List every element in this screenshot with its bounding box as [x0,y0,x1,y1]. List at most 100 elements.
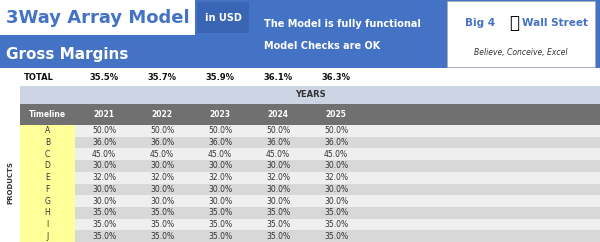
Text: 2021: 2021 [94,110,115,119]
Bar [20,195,75,207]
Text: in USD: in USD [205,13,241,23]
Bar [20,148,600,160]
Text: 45.0%: 45.0% [324,150,348,159]
Text: 35.0%: 35.0% [150,232,174,241]
Text: 35.0%: 35.0% [324,208,348,217]
Text: 50.0%: 50.0% [208,126,232,135]
Bar [0,0,195,35]
Bar [20,219,600,230]
Text: 🦅: 🦅 [509,14,518,32]
Text: 3Way Array Model: 3Way Array Model [6,9,190,27]
Text: 36.0%: 36.0% [208,138,232,147]
Text: PRODUCTS: PRODUCTS [7,161,13,204]
Text: 45.0%: 45.0% [150,150,174,159]
Text: 50.0%: 50.0% [92,126,116,135]
Text: 35.0%: 35.0% [208,208,232,217]
Text: 30.0%: 30.0% [324,185,348,194]
Text: 35.0%: 35.0% [324,232,348,241]
Text: 32.0%: 32.0% [324,173,348,182]
Text: 30.0%: 30.0% [266,197,290,205]
Text: 30.0%: 30.0% [266,161,290,170]
Text: 32.0%: 32.0% [150,173,174,182]
Text: 30.0%: 30.0% [208,161,232,170]
Text: 35.0%: 35.0% [208,220,232,229]
Text: 2024: 2024 [268,110,289,119]
Text: 35.0%: 35.0% [266,220,290,229]
Bar [20,148,75,160]
Text: 36.0%: 36.0% [150,138,174,147]
Text: YEARS: YEARS [295,91,325,99]
Text: E: E [45,173,50,182]
Bar [20,183,600,195]
Bar [20,125,600,137]
Text: J: J [46,232,49,241]
Bar [20,230,75,242]
Text: 35.0%: 35.0% [266,232,290,241]
Bar [20,183,75,195]
Text: F: F [46,185,50,194]
Text: G: G [44,197,50,205]
Text: 30.0%: 30.0% [150,161,174,170]
Bar [20,125,75,137]
Text: 45.0%: 45.0% [266,150,290,159]
Bar [197,2,249,33]
Text: 36.0%: 36.0% [324,138,348,147]
Bar [20,230,600,242]
Bar [20,172,600,183]
Text: 35.0%: 35.0% [208,232,232,241]
Bar [20,160,600,172]
Bar [20,104,600,125]
Text: H: H [44,208,50,217]
Text: 45.0%: 45.0% [208,150,232,159]
Text: 36.0%: 36.0% [266,138,290,147]
Bar [20,195,600,207]
Text: I: I [46,220,49,229]
Bar [20,137,75,148]
Text: Timeline: Timeline [29,110,66,119]
Bar [20,137,600,148]
Bar [447,1,595,67]
Text: Wall Street: Wall Street [522,18,588,28]
Bar [20,86,600,104]
Text: The Model is fully functional: The Model is fully functional [264,19,421,29]
Text: 35.0%: 35.0% [324,220,348,229]
Bar [20,207,75,219]
Text: 35.0%: 35.0% [92,208,116,217]
Text: 2025: 2025 [326,110,346,119]
Text: Gross Margins: Gross Margins [6,47,128,62]
Text: 35.0%: 35.0% [92,220,116,229]
Bar [20,172,75,183]
Text: Model Checks are OK: Model Checks are OK [264,41,380,51]
Bar [20,219,75,230]
Text: 30.0%: 30.0% [324,161,348,170]
Text: 35.7%: 35.7% [148,73,176,82]
Text: 2023: 2023 [209,110,230,119]
Text: 35.0%: 35.0% [92,232,116,241]
Text: 35.0%: 35.0% [150,208,174,217]
Text: Big 4: Big 4 [464,18,494,28]
Text: 32.0%: 32.0% [266,173,290,182]
Text: 2022: 2022 [151,110,173,119]
Text: 30.0%: 30.0% [208,197,232,205]
Text: A: A [45,126,50,135]
Text: 36.3%: 36.3% [322,73,350,82]
Text: TOTAL: TOTAL [24,73,54,82]
Text: 30.0%: 30.0% [150,197,174,205]
Text: 45.0%: 45.0% [92,150,116,159]
Text: C: C [45,150,50,159]
Text: 36.1%: 36.1% [263,73,293,82]
Text: 35.5%: 35.5% [89,73,119,82]
Text: D: D [44,161,50,170]
Text: 50.0%: 50.0% [266,126,290,135]
Text: 35.0%: 35.0% [266,208,290,217]
Text: 36.0%: 36.0% [92,138,116,147]
Text: Believe, Conceive, Excel: Believe, Conceive, Excel [475,48,568,57]
Text: 50.0%: 50.0% [150,126,174,135]
Text: 35.9%: 35.9% [205,73,235,82]
Text: B: B [45,138,50,147]
Text: 30.0%: 30.0% [208,185,232,194]
Text: 30.0%: 30.0% [150,185,174,194]
Text: 35.0%: 35.0% [150,220,174,229]
Text: 50.0%: 50.0% [324,126,348,135]
Text: 32.0%: 32.0% [208,173,232,182]
